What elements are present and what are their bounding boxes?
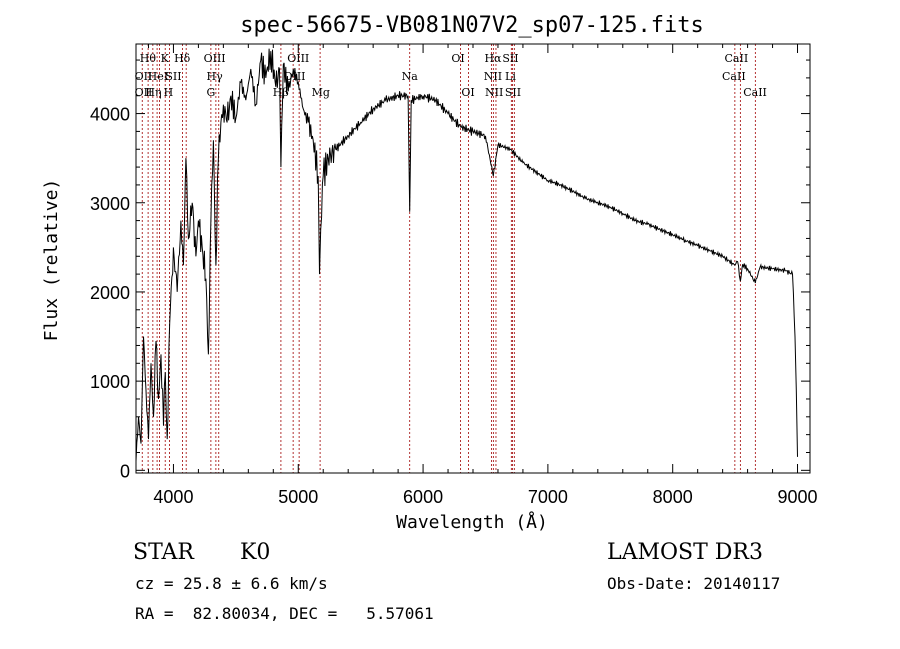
- y-tick-label: 4000: [90, 105, 130, 125]
- spectral-line-label: OIII: [204, 52, 226, 65]
- spectral-line-label: SII: [165, 70, 181, 83]
- x-axis-label: Wavelength (Å): [396, 511, 548, 533]
- spectral-line-label: Na: [402, 70, 419, 83]
- spectrum-line: [135, 48, 798, 462]
- spectral-line-label: SII: [505, 86, 521, 99]
- spectral-line-label: Hθ: [140, 52, 157, 65]
- spectral-line-label: SII: [502, 52, 518, 65]
- spectral-line-label: HeI: [148, 70, 168, 83]
- y-tick-label: 0: [120, 461, 130, 481]
- survey-name: LAMOST DR3: [607, 540, 763, 565]
- spectral-line-label: CaII: [725, 52, 749, 65]
- spectrum-chart: spec-56675-VB081N07V2_sp07-125.fits Hθ K H…: [41, 13, 818, 533]
- spectral-line-label: CaII: [743, 86, 767, 99]
- spectral-line-label: OII: [135, 70, 153, 83]
- y-tick-label: 2000: [90, 283, 130, 303]
- y-tick-label: 3000: [90, 194, 130, 214]
- spectral-line-label: NII: [484, 70, 502, 83]
- y-tick-label: 1000: [90, 372, 130, 392]
- spectral-line-label: OI: [461, 86, 474, 99]
- x-tick-label: 7000: [528, 487, 568, 507]
- spectral-line-label: G: [206, 86, 215, 99]
- y-axis-label: Flux (relative): [41, 179, 62, 342]
- spectral-line-label: Hα: [484, 52, 502, 65]
- object-subclass: K0: [240, 540, 271, 565]
- x-axis: 4000 5000 6000 7000 8000 9000: [147, 44, 818, 507]
- spectral-line-label: NII: [485, 86, 503, 99]
- spectral-line-label: Hβ: [273, 86, 289, 99]
- x-tick-label: 5000: [278, 487, 318, 507]
- spectral-line-label: Hγ: [207, 70, 224, 83]
- spectral-line-label: Hη: [145, 86, 161, 99]
- x-tick-label: 6000: [403, 487, 443, 507]
- spectral-line-label: H: [164, 86, 174, 99]
- spectral-lines: [141, 44, 756, 473]
- spectral-line-label: CaII: [722, 70, 746, 83]
- y-axis: 0 1000 2000 3000 4000: [90, 59, 810, 481]
- x-tick-label: 4000: [153, 487, 193, 507]
- spectral-line-label: OIII: [287, 52, 309, 65]
- spectral-line-label: Hδ: [174, 52, 191, 65]
- x-tick-label: 9000: [777, 487, 817, 507]
- chart-title: spec-56675-VB081N07V2_sp07-125.fits: [240, 13, 704, 38]
- spectral-line-label: K: [161, 52, 170, 65]
- object-class: STAR: [133, 540, 194, 565]
- redshift-cz: cz = 25.8 ± 6.6 km/s: [135, 574, 328, 593]
- x-tick-label: 8000: [653, 487, 693, 507]
- spectral-line-label: Mg: [312, 86, 330, 99]
- spectral-line-label: OI: [451, 52, 464, 65]
- observation-date: Obs-Date: 20140117: [607, 574, 781, 593]
- spectral-line-label: Li: [505, 70, 516, 83]
- ra-dec: RA = 82.80034, DEC = 5.57061: [135, 604, 434, 623]
